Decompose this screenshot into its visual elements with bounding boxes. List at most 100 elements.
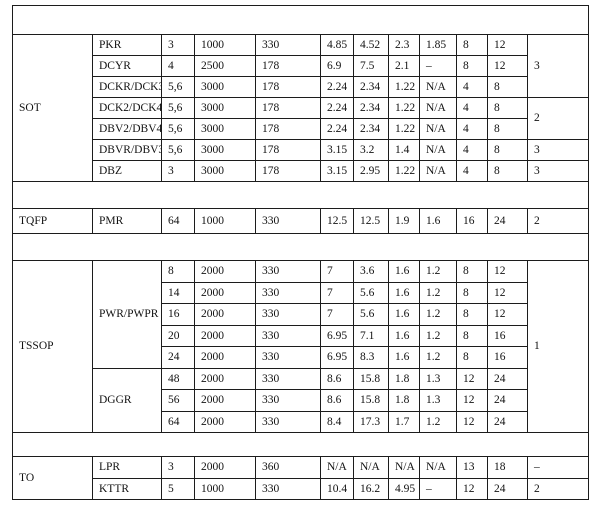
cell-value: 8.6: [320, 389, 354, 412]
cell-spq: 3000: [194, 160, 256, 182]
cell-value: 24: [487, 367, 528, 390]
cell-reel: 360: [255, 456, 321, 479]
cell-spq: 2000: [194, 346, 256, 369]
cell-value: –: [419, 55, 457, 77]
cell-value: 1.6: [388, 346, 420, 369]
cell-quadrant: 3: [527, 139, 589, 161]
cell-value: 4.95: [388, 477, 420, 500]
cell-value: 24: [487, 410, 528, 433]
cell-value: 3.6: [353, 260, 389, 283]
cell-pins: 4: [161, 55, 195, 77]
cell-spq: 1000: [194, 208, 256, 234]
cell-spq: 2000: [194, 410, 256, 433]
cell-value: 8: [487, 76, 528, 98]
cell-value: 1.6: [388, 324, 420, 347]
cell-value: 1.2: [419, 410, 457, 433]
cell-value: 16: [456, 208, 488, 234]
cell-value: 16: [487, 324, 528, 347]
package-group-label: TSSOP: [12, 260, 93, 433]
table-row-header: [12, 5, 589, 35]
cell-value: 8.6: [320, 367, 354, 390]
cell-pins: 3: [161, 160, 195, 182]
cell-spq: 2000: [194, 281, 256, 304]
cell-value: 3.15: [320, 160, 354, 182]
cell-reel: 330: [255, 367, 321, 390]
cell-value: 4.85: [320, 34, 354, 56]
table-row: DCYR 4 2500 178 6.9 7.5 2.1 – 8 12: [13, 55, 589, 77]
cell-value: 1.4: [388, 139, 420, 161]
cell-pins: 56: [161, 389, 195, 412]
cell-value: 6.9: [320, 55, 354, 77]
cell-pins: 3: [161, 456, 195, 479]
cell-value: 8: [456, 260, 488, 283]
cell-quadrant: 1: [527, 260, 589, 433]
cell-value: 2.34: [353, 76, 389, 98]
cell-value: 16.2: [353, 477, 389, 500]
cell-value: 13: [456, 456, 488, 479]
cell-value: 1.85: [419, 34, 457, 56]
cell-value: 6.95: [320, 346, 354, 369]
cell-value: 3.15: [320, 139, 354, 161]
cell-package: DBZ: [92, 160, 162, 182]
cell-value: 1.22: [388, 97, 420, 119]
separator-cell: [12, 181, 589, 209]
cell-spq: 2000: [194, 389, 256, 412]
cell-value: 12: [487, 34, 528, 56]
cell-spq: 2500: [194, 55, 256, 77]
cell-pins: 5,6: [161, 76, 195, 98]
separator-cell: [12, 233, 589, 261]
cell-value: 7.1: [353, 324, 389, 347]
cell-value: N/A: [388, 456, 420, 479]
cell-value: 4: [456, 118, 488, 140]
cell-reel: 330: [255, 324, 321, 347]
separator-cell: [12, 432, 589, 457]
cell-value: 8: [456, 55, 488, 77]
cell-value: 4: [456, 139, 488, 161]
cell-pins: 5: [161, 477, 195, 500]
cell-value: 1.22: [388, 76, 420, 98]
cell-pins: 5,6: [161, 118, 195, 140]
cell-value: 8: [487, 160, 528, 182]
cell-value: 4: [456, 76, 488, 98]
cell-value: 4: [456, 160, 488, 182]
cell-value: 12.5: [353, 208, 389, 234]
cell-value: 1.6: [388, 281, 420, 304]
cell-value: 12: [487, 303, 528, 326]
cell-reel: 330: [255, 303, 321, 326]
cell-value: 1.2: [419, 303, 457, 326]
cell-value: 12: [456, 477, 488, 500]
cell-value: 5.6: [353, 303, 389, 326]
cell-spq: 3000: [194, 97, 256, 119]
cell-value: 12: [456, 367, 488, 390]
cell-spq: 3000: [194, 76, 256, 98]
cell-pins: 48: [161, 367, 195, 390]
cell-value: 6.95: [320, 324, 354, 347]
cell-value: 1.2: [419, 281, 457, 304]
cell-spq: 2000: [194, 260, 256, 283]
cell-spq: 2000: [194, 367, 256, 390]
cell-pins: 20: [161, 324, 195, 347]
cell-quadrant: 3: [527, 34, 589, 98]
cell-pins: 5,6: [161, 97, 195, 119]
cell-value: 12: [487, 55, 528, 77]
cell-reel: 330: [255, 410, 321, 433]
cell-pins: 5,6: [161, 139, 195, 161]
cell-value: 12: [456, 389, 488, 412]
cell-value: 12: [487, 260, 528, 283]
table-row: 16 2000 330 7 5.6 1.6 1.2 8 12: [13, 303, 589, 326]
cell-value: N/A: [419, 76, 457, 98]
cell-value: N/A: [353, 456, 389, 479]
cell-value: 4: [456, 97, 488, 119]
cell-quadrant: 2: [527, 477, 589, 500]
cell-value: 10.4: [320, 477, 354, 500]
cell-value: 8.3: [353, 346, 389, 369]
cell-value: 1.3: [419, 367, 457, 390]
cell-value: 7: [320, 260, 354, 283]
cell-quadrant: 2: [527, 208, 589, 234]
table-row: DBZ 3 3000 178 3.15 2.95 1.22 N/A 4 8 3: [13, 160, 589, 182]
cell-value: 2.34: [353, 97, 389, 119]
cell-reel: 178: [255, 139, 321, 161]
cell-value: 2.95: [353, 160, 389, 182]
cell-value: N/A: [419, 160, 457, 182]
